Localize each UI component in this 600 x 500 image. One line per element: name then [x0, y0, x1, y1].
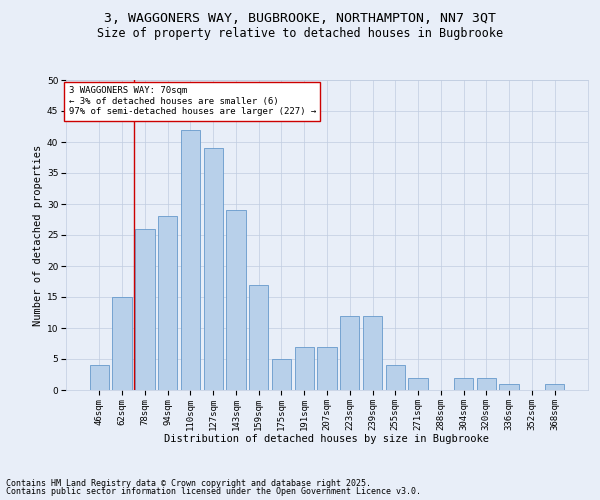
Bar	[135, 229, 155, 390]
Text: Contains public sector information licensed under the Open Government Licence v3: Contains public sector information licen…	[6, 487, 421, 496]
Text: 3, WAGGONERS WAY, BUGBROOKE, NORTHAMPTON, NN7 3QT: 3, WAGGONERS WAY, BUGBROOKE, NORTHAMPTON…	[104, 12, 496, 26]
Bar	[340, 316, 359, 390]
Bar	[272, 359, 291, 390]
Bar	[203, 148, 223, 390]
Bar	[249, 284, 268, 390]
Bar	[454, 378, 473, 390]
Bar	[90, 365, 109, 390]
Text: 3 WAGGONERS WAY: 70sqm
← 3% of detached houses are smaller (6)
97% of semi-detac: 3 WAGGONERS WAY: 70sqm ← 3% of detached …	[68, 86, 316, 116]
Bar	[295, 346, 314, 390]
Text: Contains HM Land Registry data © Crown copyright and database right 2025.: Contains HM Land Registry data © Crown c…	[6, 478, 371, 488]
Bar	[181, 130, 200, 390]
X-axis label: Distribution of detached houses by size in Bugbrooke: Distribution of detached houses by size …	[164, 434, 490, 444]
Bar	[386, 365, 405, 390]
Text: Size of property relative to detached houses in Bugbrooke: Size of property relative to detached ho…	[97, 28, 503, 40]
Bar	[226, 210, 245, 390]
Y-axis label: Number of detached properties: Number of detached properties	[32, 144, 43, 326]
Bar	[499, 384, 519, 390]
Bar	[545, 384, 564, 390]
Bar	[158, 216, 178, 390]
Bar	[317, 346, 337, 390]
Bar	[476, 378, 496, 390]
Bar	[409, 378, 428, 390]
Bar	[112, 297, 132, 390]
Bar	[363, 316, 382, 390]
